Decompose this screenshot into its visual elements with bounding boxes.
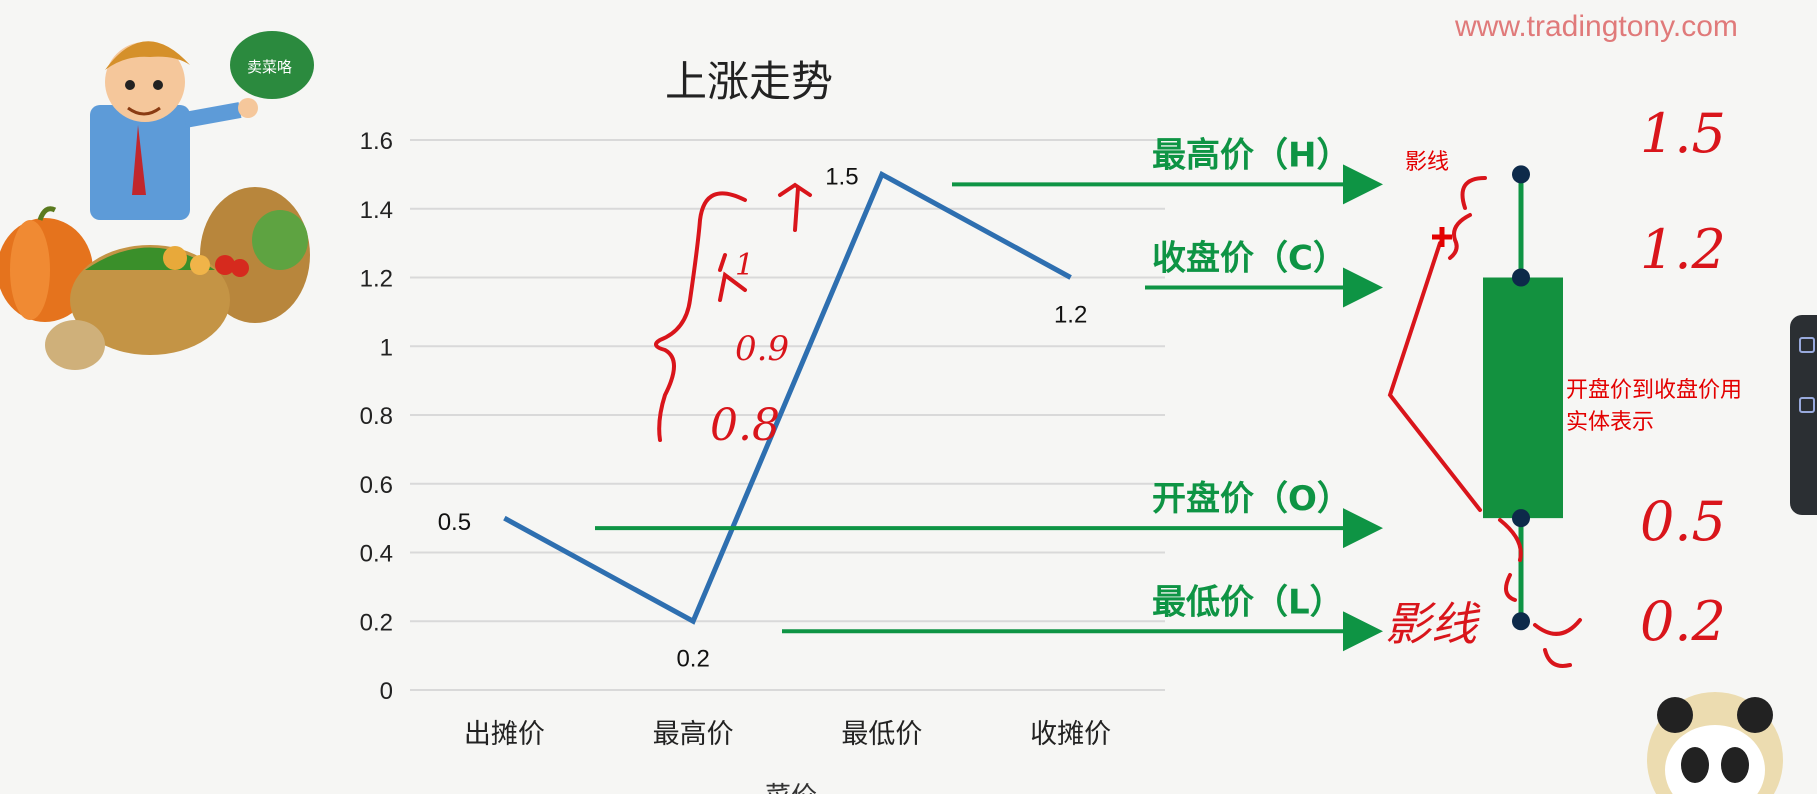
data-label: 0.5 (438, 509, 471, 536)
y-tick-label: 0.6 (360, 472, 393, 499)
toolbar-icon[interactable] (1799, 337, 1815, 353)
candle-dot (1512, 165, 1530, 183)
y-tick-label: 1.4 (360, 197, 393, 224)
candle-dot (1512, 509, 1530, 527)
x-tick-label: 最低价 (841, 719, 922, 750)
toolbar-icon[interactable] (1799, 397, 1815, 413)
handwritten-left-value: 0.8 (710, 400, 780, 451)
handwritten-right-value: 1.2 (1640, 218, 1726, 281)
chart-gridlines (410, 140, 1165, 690)
handwritten-right-value: 0.2 (1640, 590, 1726, 653)
side-toolbar[interactable] (1790, 315, 1817, 515)
speech-bubble-text: 卖菜咯 (247, 58, 292, 76)
y-tick-label: 1.6 (360, 128, 393, 155)
y-tick-label: 0 (380, 678, 393, 705)
body-note-line2: 实体表示 (1566, 408, 1654, 438)
x-tick-label: 最高价 (653, 719, 734, 750)
shadow-note: 影线 (1405, 148, 1449, 178)
price-arrows: 最高价（H） 收盘价（C） 开盘价（O） 最低价（L） (595, 135, 1375, 631)
vendor-illustration: 卖菜咯 (0, 31, 314, 370)
data-label: 1.5 (825, 163, 858, 190)
handwritten-right-value: 0.5 (1640, 490, 1726, 553)
handwritten-left-value: 1 (735, 248, 754, 283)
data-label: 0.2 (676, 645, 709, 672)
y-tick-label: 1 (380, 334, 393, 361)
body-note-line1: 开盘价到收盘价用 (1566, 376, 1742, 406)
candle-dot (1512, 612, 1530, 630)
y-tick-label: 0.8 (360, 403, 393, 430)
handwritten-shadow-label: 影线 (1385, 597, 1481, 651)
candle-annotation-cross (1432, 227, 1452, 247)
candle-dot (1512, 269, 1530, 287)
y-tick-label: 1.2 (360, 266, 393, 293)
arrow-label: 开盘价（O） (1152, 479, 1351, 519)
handwritten-right-value: 1.5 (1640, 102, 1726, 165)
data-label: 1.2 (1054, 302, 1087, 329)
candlestick (1483, 165, 1563, 630)
x-axis: 出摊价 最高价 最低价 收摊价 (464, 719, 1111, 750)
x-tick-label: 收摊价 (1030, 719, 1111, 750)
arrow-label: 最高价（H） (1152, 135, 1350, 175)
arrow-label: 收盘价（C） (1152, 239, 1347, 279)
arrow-label: 最低价（L） (1152, 582, 1344, 622)
handwritten-left-value: 0.9 (735, 329, 789, 369)
x-tick-label: 出摊价 (464, 719, 545, 750)
y-tick-label: 0.2 (360, 609, 393, 636)
y-tick-label: 0.4 (360, 541, 393, 568)
panda-avatar (1647, 692, 1783, 794)
price-series-line (504, 174, 1070, 621)
candle-body (1483, 278, 1563, 519)
y-axis: 0 0.2 0.4 0.6 0.8 1 1.2 1.4 1.6 (360, 128, 393, 705)
x-axis-title: 菜价 (765, 782, 817, 794)
